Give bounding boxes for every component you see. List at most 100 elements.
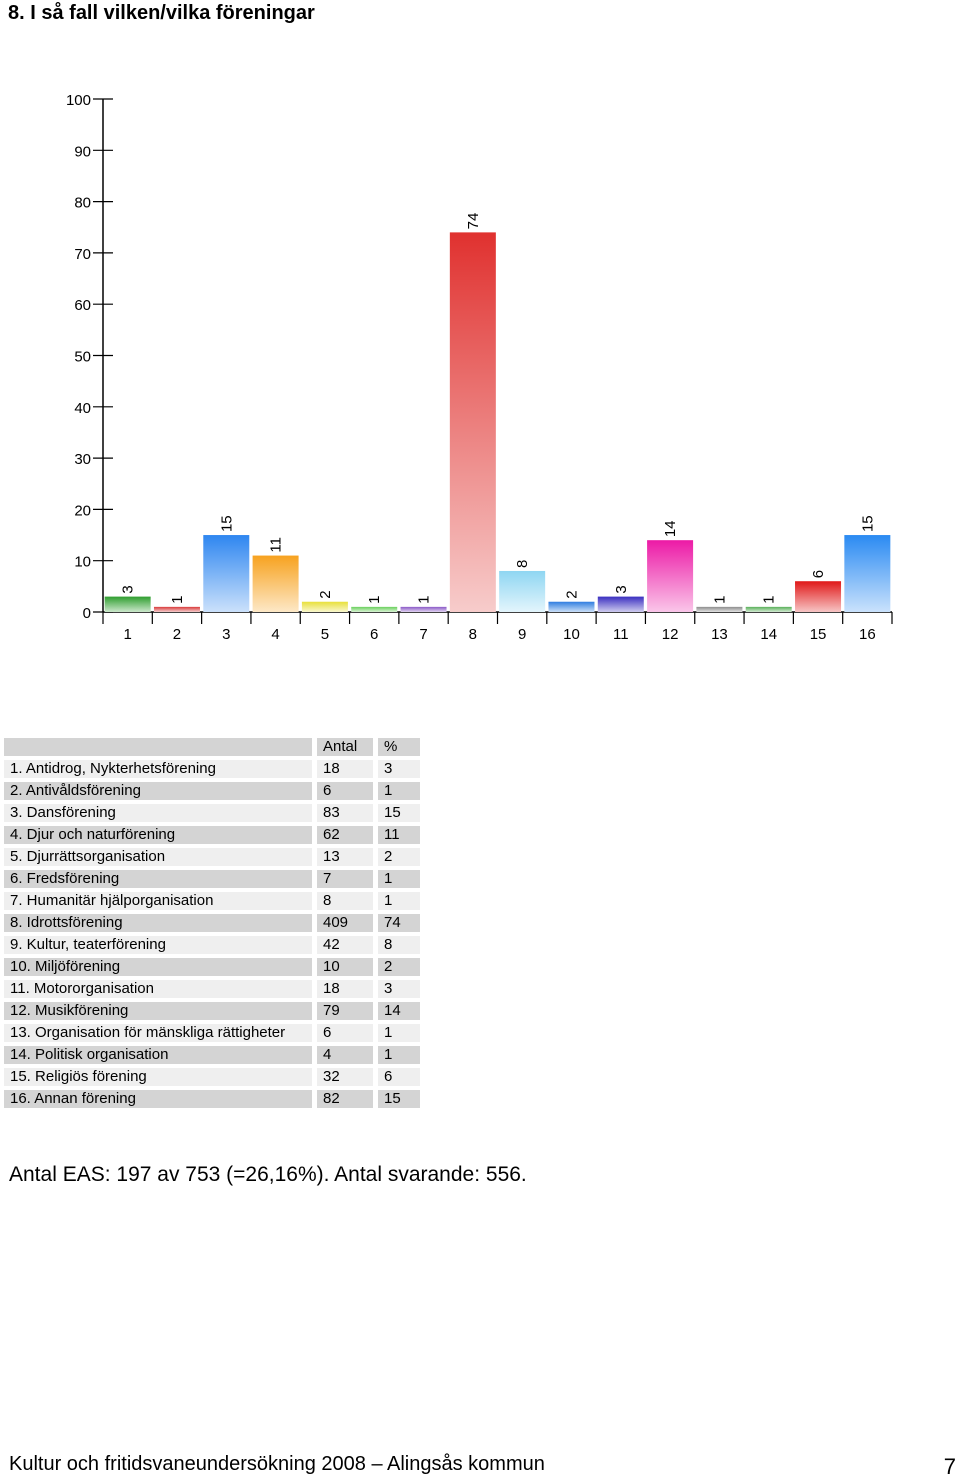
row-percent: 1 — [378, 1024, 420, 1042]
x-tick-label: 15 — [810, 626, 827, 643]
y-tick-label: 20 — [74, 502, 91, 519]
bar-value-label: 74 — [465, 213, 482, 230]
x-tick-label: 1 — [123, 626, 131, 643]
row-label: 15. Religiös förening — [4, 1068, 312, 1086]
y-tick-label: 0 — [83, 605, 91, 622]
bar-1 — [104, 596, 151, 612]
row-label: 16. Annan förening — [4, 1090, 312, 1108]
bar-2 — [153, 606, 200, 612]
table-row: 11. Motororganisation 18 3 — [4, 980, 420, 998]
bar-11 — [597, 596, 644, 612]
row-count: 6 — [317, 782, 373, 800]
bar-value-label: 8 — [514, 560, 531, 568]
bar-value-label: 6 — [810, 570, 827, 578]
bar-13 — [696, 606, 743, 612]
row-label: 7. Humanitär hjälporganisation — [4, 892, 312, 910]
bar-value-label: 15 — [859, 515, 876, 532]
bar-value-label: 1 — [761, 596, 778, 604]
x-tick-label: 5 — [321, 626, 329, 643]
bar-9 — [499, 570, 546, 612]
row-count: 6 — [317, 1024, 373, 1042]
table-row: 13. Organisation för mänskliga rättighet… — [4, 1024, 420, 1042]
table-row: 5. Djurrättsorganisation 13 2 — [4, 848, 420, 866]
bar-5 — [301, 601, 348, 612]
y-tick-label: 100 — [66, 92, 91, 109]
bar-3 — [203, 535, 250, 612]
bar-14 — [745, 606, 792, 612]
table-row: 4. Djur och naturförening 62 11 — [4, 826, 420, 844]
row-percent: 3 — [378, 980, 420, 998]
bar-value-label: 3 — [120, 585, 137, 593]
x-tick-label: 13 — [711, 626, 728, 643]
bar-4 — [252, 555, 299, 612]
row-label: 9. Kultur, teaterförening — [4, 936, 312, 954]
row-percent: 1 — [378, 870, 420, 888]
row-percent: 1 — [378, 782, 420, 800]
row-percent: 14 — [378, 1002, 420, 1020]
row-label: 12. Musikförening — [4, 1002, 312, 1020]
table-row: 16. Annan förening 82 15 — [4, 1090, 420, 1108]
bar-12 — [647, 540, 694, 612]
row-percent: 74 — [378, 914, 420, 932]
row-label: 10. Miljöförening — [4, 958, 312, 976]
bar-10 — [548, 601, 595, 612]
row-percent: 1 — [378, 1046, 420, 1064]
table-row: 10. Miljöförening 10 2 — [4, 958, 420, 976]
bar-value-label: 2 — [317, 590, 334, 598]
bar-6 — [351, 606, 398, 612]
row-percent: 15 — [378, 804, 420, 822]
page-heading: 8. I så fall vilken/vilka föreningar — [8, 2, 315, 24]
summary-text: Antal EAS: 197 av 753 (=26,16%). Antal s… — [9, 1163, 527, 1186]
x-tick-label: 14 — [760, 626, 777, 643]
row-label: 8. Idrottsförening — [4, 914, 312, 932]
bar-value-label: 15 — [218, 515, 235, 532]
row-percent: 8 — [378, 936, 420, 954]
row-label: 6. Fredsförening — [4, 870, 312, 888]
x-tick-label: 4 — [271, 626, 279, 643]
row-label: 11. Motororganisation — [4, 980, 312, 998]
row-label: 14. Politisk organisation — [4, 1046, 312, 1064]
bar-8 — [449, 232, 496, 612]
footer-text: Kultur och fritidsvaneundersökning 2008 … — [9, 1453, 545, 1475]
row-count: 82 — [317, 1090, 373, 1108]
header-count: Antal — [317, 738, 373, 756]
table-row: 9. Kultur, teaterförening 42 8 — [4, 936, 420, 954]
row-count: 13 — [317, 848, 373, 866]
y-tick-label: 50 — [74, 349, 91, 366]
results-table: Antal % 1. Antidrog, Nykterhetsförening 1… — [4, 734, 420, 1112]
bar-7 — [400, 606, 447, 612]
x-tick-label: 11 — [613, 626, 629, 643]
row-label: 13. Organisation för mänskliga rättighet… — [4, 1024, 312, 1042]
y-tick-label: 60 — [74, 297, 91, 314]
row-count: 42 — [317, 936, 373, 954]
row-percent: 2 — [378, 958, 420, 976]
row-percent: 15 — [378, 1090, 420, 1108]
row-count: 8 — [317, 892, 373, 910]
bar-value-label: 1 — [416, 596, 433, 604]
table-row: 8. Idrottsförening 409 74 — [4, 914, 420, 932]
row-label: 3. Dansförening — [4, 804, 312, 822]
y-tick-label: 40 — [74, 400, 91, 417]
page-number: 7 — [943, 1454, 956, 1479]
bar-value-label: 1 — [169, 596, 186, 604]
x-tick-label: 3 — [222, 626, 230, 643]
row-percent: 3 — [378, 760, 420, 778]
row-count: 79 — [317, 1002, 373, 1020]
row-count: 4 — [317, 1046, 373, 1064]
x-tick-label: 16 — [859, 626, 876, 643]
row-percent: 1 — [378, 892, 420, 910]
bar-value-label: 2 — [563, 590, 580, 598]
row-percent: 11 — [378, 826, 420, 844]
table-row: 12. Musikförening 79 14 — [4, 1002, 420, 1020]
bar-value-label: 1 — [366, 596, 383, 604]
chart-labels: 3112153114251617748892103111412113114615… — [120, 213, 877, 643]
bar-16 — [844, 535, 891, 612]
header-percent: % — [378, 738, 420, 756]
table-row: 6. Fredsförening 7 1 — [4, 870, 420, 888]
x-tick-label: 10 — [563, 626, 580, 643]
table-row: 3. Dansförening 83 15 — [4, 804, 420, 822]
y-tick-label: 90 — [74, 143, 91, 160]
x-tick-label: 6 — [370, 626, 378, 643]
bar-value-label: 11 — [268, 537, 285, 553]
